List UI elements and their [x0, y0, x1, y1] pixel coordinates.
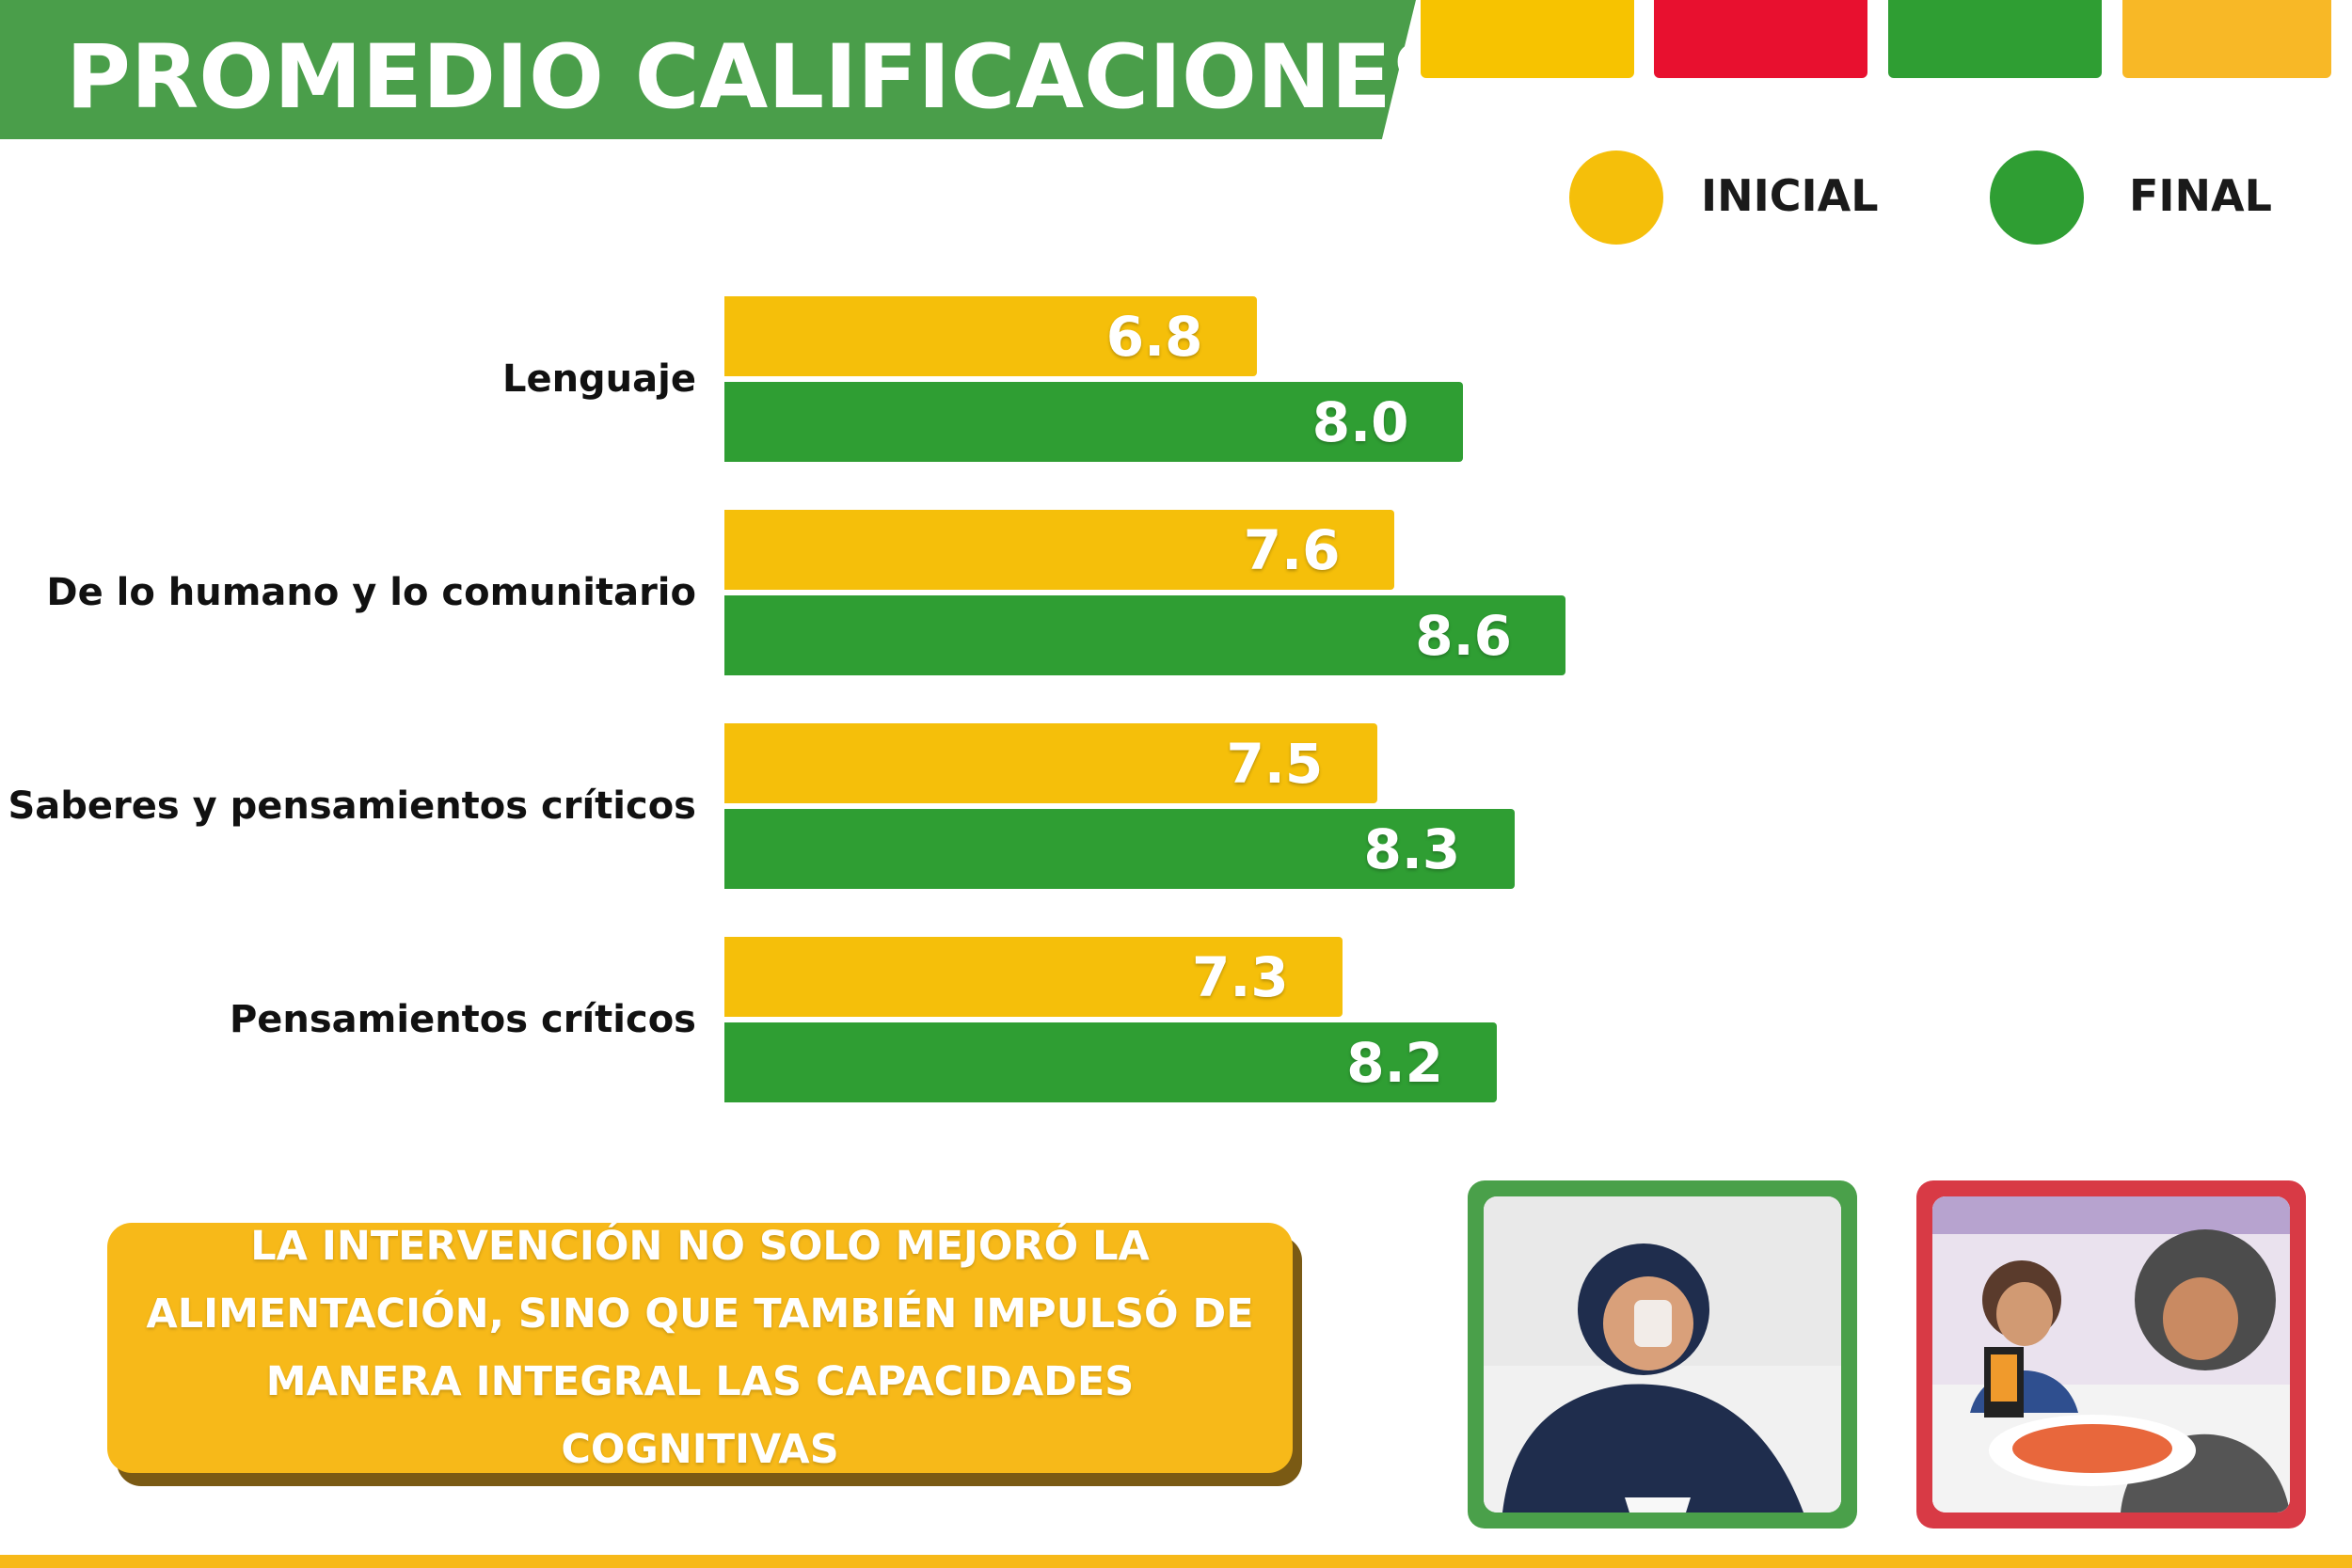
bar-final — [724, 809, 1515, 889]
bar-final-value: 8.2 — [1346, 1031, 1443, 1095]
bar-final — [724, 382, 1463, 462]
bar-inicial — [724, 296, 1257, 376]
bar-inicial — [724, 510, 1394, 590]
bottom-strip — [0, 1555, 2352, 1568]
category-label: De lo humano y lo comunitario — [46, 571, 696, 614]
title-band — [0, 0, 1416, 139]
photo-frame-eating — [1916, 1180, 2306, 1528]
callout-box: LA INTERVENCIÓN NO SOLO MEJORÓ LA ALIMEN… — [107, 1223, 1293, 1473]
photo-child-drinking — [1484, 1196, 1841, 1513]
category-label: Saberes y pensamientos críticos — [8, 784, 696, 828]
legend-final-dot — [1990, 150, 2084, 245]
legend-inicial-dot — [1569, 150, 1663, 245]
bar-inicial-value: 7.6 — [1243, 518, 1341, 582]
decor-swatch-1 — [1421, 0, 1634, 78]
category-label: Pensamientos críticos — [229, 998, 696, 1041]
category-label: Lenguaje — [501, 357, 696, 401]
page-title: PROMEDIO CALIFICACIONES — [66, 26, 1455, 129]
bar-inicial-value: 7.3 — [1192, 945, 1289, 1009]
photo-children-eating — [1932, 1196, 2290, 1513]
bar-inicial — [724, 937, 1343, 1017]
bar-final — [724, 595, 1566, 675]
photo-frame-drinking — [1468, 1180, 1857, 1528]
legend-inicial-label: INICIAL — [1701, 170, 1879, 221]
bar-final-value: 8.3 — [1363, 817, 1461, 881]
bar-final-value: 8.0 — [1311, 390, 1409, 454]
bar-inicial — [724, 723, 1377, 803]
decor-swatch-2 — [1654, 0, 1867, 78]
bar-final — [724, 1022, 1498, 1102]
callout-text: LA INTERVENCIÓN NO SOLO MEJORÓ LA ALIMEN… — [146, 1223, 1254, 1473]
decor-swatch-4 — [2122, 0, 2331, 78]
bar-inicial-value: 7.5 — [1226, 732, 1324, 796]
decor-swatch-3 — [1888, 0, 2102, 78]
legend-final-label: FINAL — [2129, 170, 2272, 221]
bar-final-value: 8.6 — [1415, 604, 1512, 668]
bar-inicial-value: 6.8 — [1105, 305, 1203, 369]
